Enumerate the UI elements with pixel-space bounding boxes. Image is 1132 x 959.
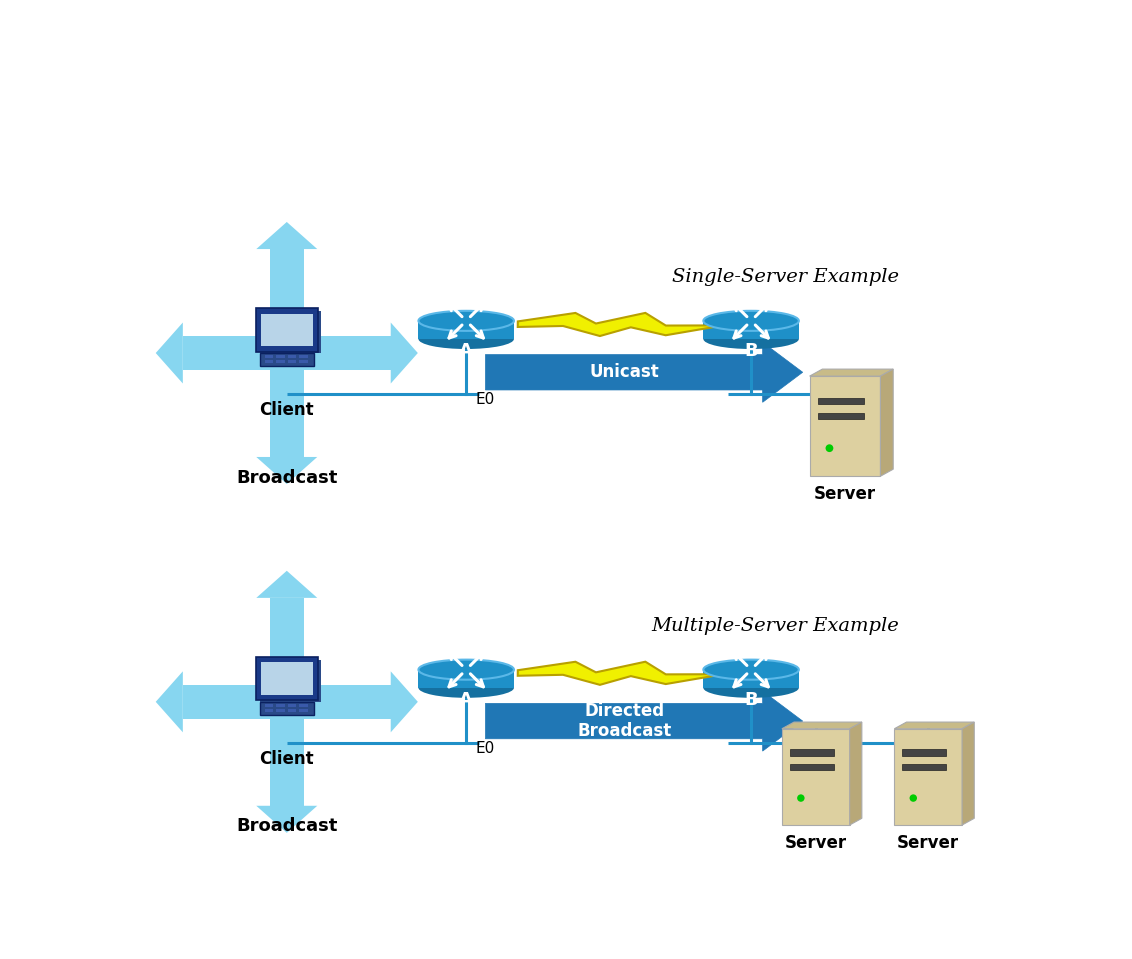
Polygon shape: [269, 370, 303, 456]
FancyBboxPatch shape: [902, 764, 946, 770]
FancyBboxPatch shape: [260, 314, 312, 346]
Polygon shape: [850, 722, 861, 825]
FancyBboxPatch shape: [282, 351, 292, 359]
Polygon shape: [303, 685, 391, 718]
Polygon shape: [809, 376, 881, 477]
Text: A: A: [460, 690, 473, 709]
Circle shape: [909, 794, 917, 802]
FancyBboxPatch shape: [300, 709, 308, 713]
FancyBboxPatch shape: [259, 702, 314, 714]
Ellipse shape: [419, 660, 514, 680]
FancyBboxPatch shape: [259, 312, 320, 353]
Polygon shape: [256, 806, 317, 832]
FancyBboxPatch shape: [273, 708, 301, 711]
Text: Single-Server Example: Single-Server Example: [672, 269, 899, 287]
FancyBboxPatch shape: [260, 663, 312, 695]
Text: Unicast: Unicast: [590, 363, 660, 382]
Polygon shape: [881, 369, 893, 477]
Polygon shape: [782, 729, 850, 825]
Polygon shape: [419, 669, 514, 688]
Polygon shape: [391, 671, 418, 733]
FancyBboxPatch shape: [288, 355, 297, 359]
FancyBboxPatch shape: [300, 704, 308, 708]
Text: Broadcast: Broadcast: [237, 469, 337, 486]
Ellipse shape: [419, 311, 514, 331]
Ellipse shape: [419, 678, 514, 698]
Ellipse shape: [419, 329, 514, 349]
FancyBboxPatch shape: [256, 309, 318, 352]
Text: E0: E0: [475, 741, 495, 756]
Polygon shape: [962, 722, 975, 825]
Polygon shape: [517, 313, 723, 336]
Polygon shape: [156, 322, 183, 384]
FancyBboxPatch shape: [265, 709, 273, 713]
Circle shape: [797, 794, 805, 802]
Polygon shape: [703, 321, 799, 339]
Polygon shape: [517, 662, 723, 685]
FancyBboxPatch shape: [300, 361, 308, 363]
Text: Server: Server: [814, 485, 876, 503]
Text: Client: Client: [259, 401, 314, 419]
Text: Multiple-Server Example: Multiple-Server Example: [651, 618, 899, 635]
Text: Server: Server: [898, 834, 959, 853]
Text: E0: E0: [475, 392, 495, 408]
Polygon shape: [486, 342, 803, 402]
FancyBboxPatch shape: [288, 704, 297, 708]
FancyBboxPatch shape: [300, 355, 308, 359]
FancyBboxPatch shape: [265, 361, 273, 363]
FancyBboxPatch shape: [256, 657, 318, 700]
FancyBboxPatch shape: [276, 355, 284, 359]
Polygon shape: [269, 718, 303, 806]
Polygon shape: [894, 722, 975, 729]
Text: Client: Client: [259, 750, 314, 767]
Polygon shape: [183, 336, 269, 370]
FancyBboxPatch shape: [818, 412, 864, 419]
Polygon shape: [156, 671, 183, 733]
FancyBboxPatch shape: [276, 361, 284, 363]
Polygon shape: [256, 571, 317, 597]
Ellipse shape: [703, 678, 799, 698]
FancyBboxPatch shape: [282, 699, 292, 708]
Polygon shape: [894, 729, 962, 825]
Ellipse shape: [703, 329, 799, 349]
Circle shape: [825, 444, 833, 452]
Text: Directed
Broadcast: Directed Broadcast: [577, 702, 672, 740]
Polygon shape: [269, 249, 303, 336]
Polygon shape: [269, 597, 303, 685]
Polygon shape: [256, 456, 317, 484]
FancyBboxPatch shape: [288, 709, 297, 713]
FancyBboxPatch shape: [790, 764, 834, 770]
Polygon shape: [486, 691, 803, 751]
Ellipse shape: [703, 660, 799, 680]
FancyBboxPatch shape: [790, 750, 834, 756]
Text: B: B: [744, 342, 758, 360]
Text: Broadcast: Broadcast: [237, 817, 337, 835]
Polygon shape: [269, 336, 303, 370]
FancyBboxPatch shape: [265, 704, 273, 708]
Polygon shape: [809, 369, 893, 376]
Polygon shape: [419, 321, 514, 339]
Text: Server: Server: [784, 834, 847, 853]
FancyBboxPatch shape: [259, 660, 320, 702]
Text: B: B: [744, 690, 758, 709]
Polygon shape: [256, 222, 317, 249]
FancyBboxPatch shape: [818, 398, 864, 404]
FancyBboxPatch shape: [276, 709, 284, 713]
FancyBboxPatch shape: [273, 359, 301, 362]
FancyBboxPatch shape: [276, 704, 284, 708]
FancyBboxPatch shape: [259, 353, 314, 366]
FancyBboxPatch shape: [265, 355, 273, 359]
Ellipse shape: [703, 311, 799, 331]
FancyBboxPatch shape: [288, 361, 297, 363]
Polygon shape: [782, 722, 861, 729]
Text: A: A: [460, 342, 473, 360]
FancyBboxPatch shape: [902, 750, 946, 756]
Polygon shape: [269, 685, 303, 718]
Polygon shape: [303, 336, 391, 370]
Polygon shape: [703, 669, 799, 688]
Polygon shape: [391, 322, 418, 384]
Polygon shape: [183, 685, 269, 718]
